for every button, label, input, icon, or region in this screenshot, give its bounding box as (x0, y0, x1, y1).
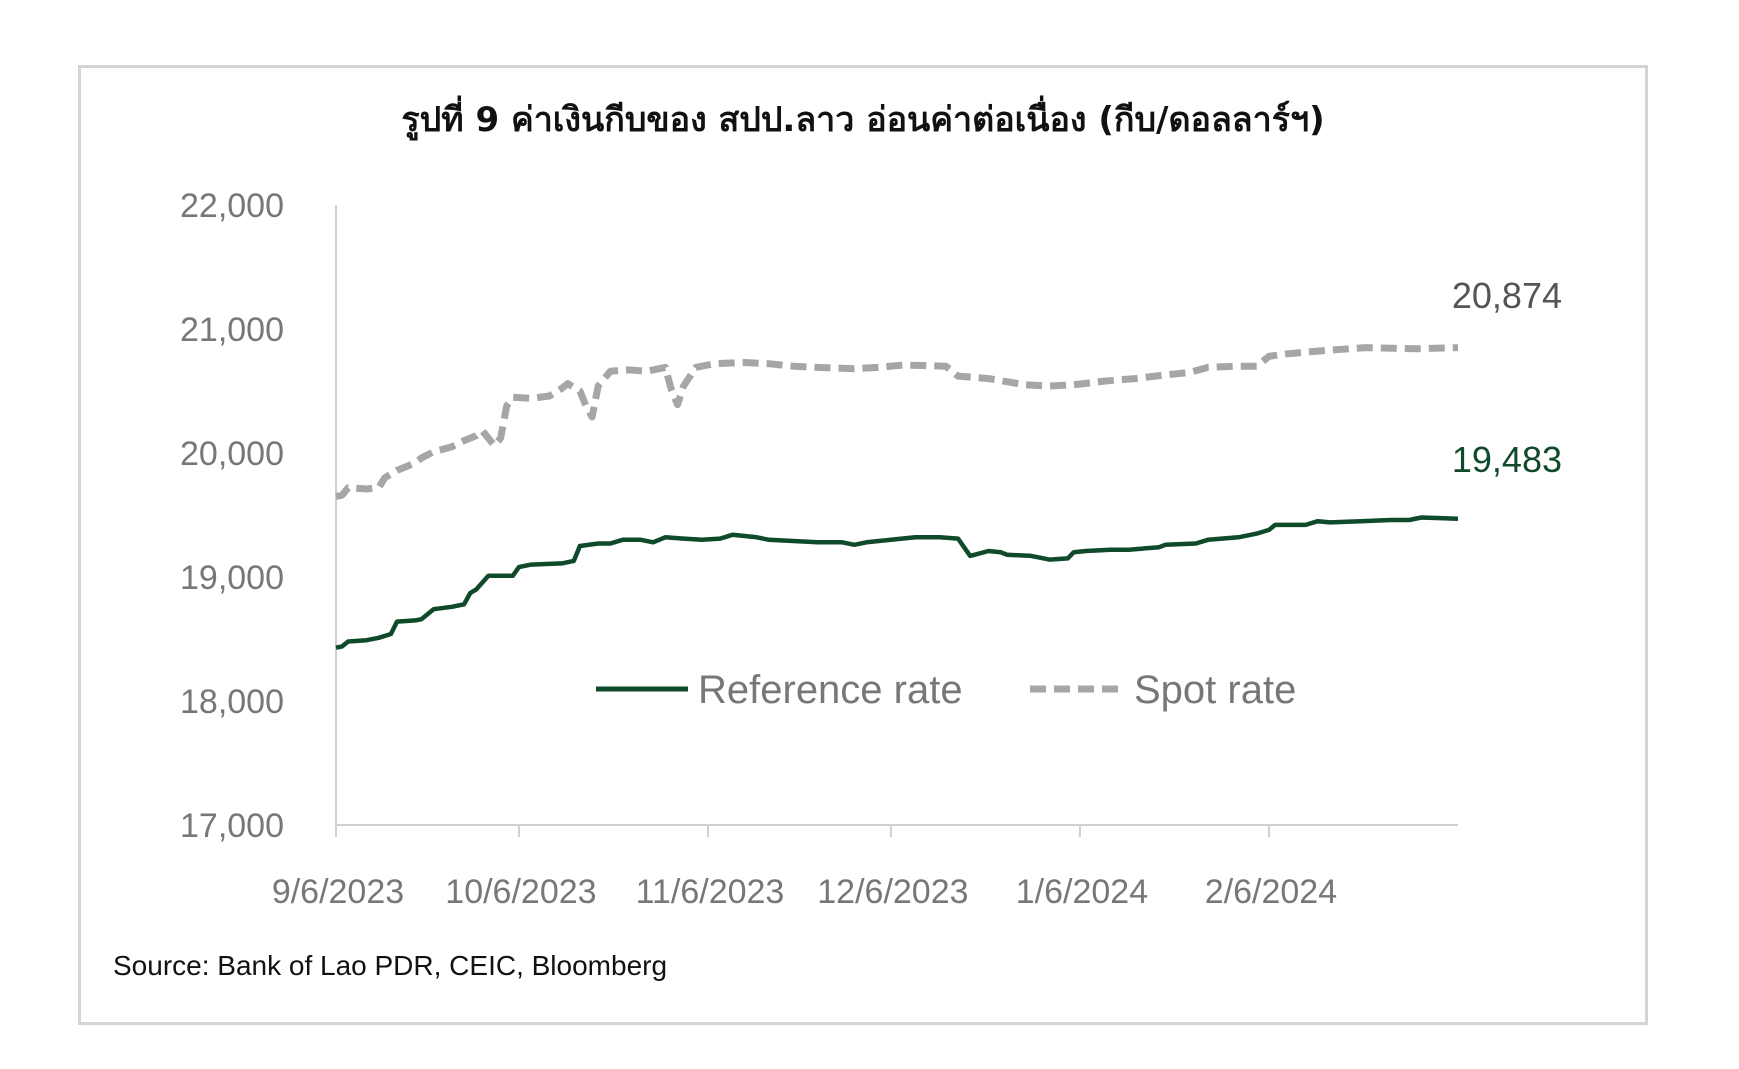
x-tick-label: 12/6/2023 (817, 873, 968, 911)
y-tick-label: 18,000 (180, 683, 284, 721)
y-tick-label: 17,000 (180, 807, 284, 845)
end-label-reference: 19,483 (1452, 439, 1562, 480)
x-tick-label: 1/6/2024 (1016, 873, 1148, 911)
y-tick-label: 20,000 (180, 435, 284, 473)
series-layer (335, 344, 1459, 650)
legend: Reference rate Spot rate (596, 668, 1296, 712)
y-tick-label: 21,000 (180, 311, 284, 349)
y-tick-label: 22,000 (180, 187, 284, 225)
y-tick-label: 19,000 (180, 559, 284, 597)
x-tick-label: 11/6/2023 (636, 873, 785, 911)
y-axis: 22,000 21,000 20,000 19,000 18,000 17,000 (180, 187, 337, 845)
chart-title: รูปที่ 9 ค่าเงินกีบของ สปป.ลาว อ่อนค่าต่… (401, 100, 1325, 140)
x-tick-label: 9/6/2023 (272, 873, 404, 911)
legend-label-spot: Spot rate (1134, 668, 1296, 712)
end-label-spot: 20,874 (1452, 275, 1562, 316)
x-tick-label: 10/6/2023 (445, 873, 596, 911)
legend-label-reference: Reference rate (698, 668, 963, 712)
x-tick-label: 2/6/2024 (1205, 873, 1337, 911)
series-line-spot-rate (335, 344, 1459, 500)
x-axis: 9/6/2023 10/6/2023 11/6/2023 12/6/2023 1/6/2… (272, 824, 1458, 911)
end-labels: 20,874 19,483 (1452, 275, 1562, 480)
series-line-reference-rate (335, 515, 1459, 650)
chart-source: Source: Bank of Lao PDR, CEIC, Bloomberg (113, 950, 668, 981)
